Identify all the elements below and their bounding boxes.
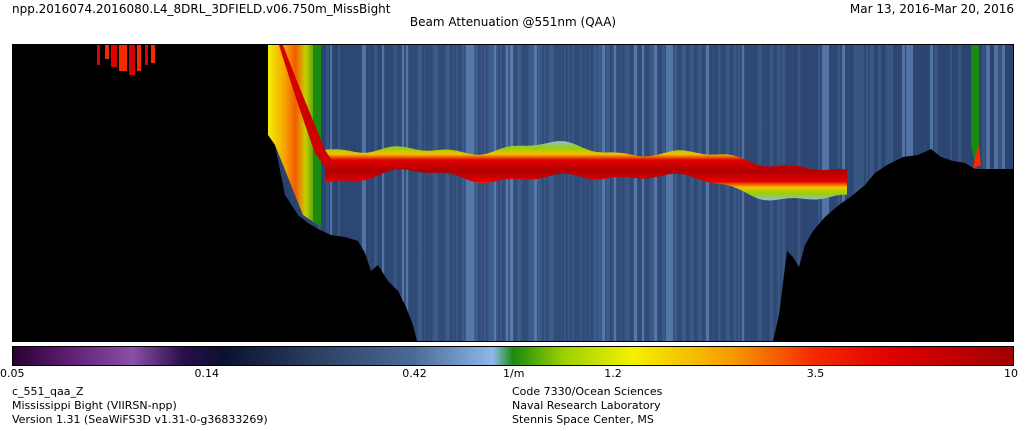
colorbar-tick-label: 1/m <box>503 367 525 380</box>
colorbar-tick-label: 0.05 <box>0 367 25 380</box>
nearshore-surface-layer <box>268 45 318 225</box>
colorbar-tick-label: 10 <box>1004 367 1018 380</box>
section-heatmap <box>13 45 1013 341</box>
colorbar-tick-label: 0.42 <box>402 367 427 380</box>
footer-left: c_551_qaa_Z Mississippi Bight (VIIRSN-np… <box>12 385 268 427</box>
colorbar <box>12 346 1014 366</box>
footer-right: Code 7330/Ocean Sciences Naval Research … <box>512 385 662 427</box>
offshore-green-band <box>971 45 979 163</box>
sloping-maximum-layer <box>279 45 335 167</box>
colorbar-tick-label: 0.14 <box>194 367 219 380</box>
org-code: Code 7330/Ocean Sciences <box>512 385 663 398</box>
plot-title: Beam Attenuation @551nm (QAA) <box>409 15 617 29</box>
section-plot <box>12 44 1014 342</box>
variable-name: c_551_qaa_Z <box>12 385 84 398</box>
org-location: Stennis Space Center, MS <box>512 413 654 426</box>
software-version: Version 1.31 (SeaWiFS3D v1.31-0-g3683326… <box>12 413 268 426</box>
date-range: Mar 13, 2016-Mar 20, 2016 <box>849 2 1014 16</box>
colorbar-tick-label: 3.5 <box>806 367 825 380</box>
region-sensor: Mississippi Bight (VIIRSN-npp) <box>12 399 177 412</box>
maximum-attenuation-layer <box>325 141 847 201</box>
colorbar-tick-label: 1.2 <box>604 367 622 380</box>
offshore-red-spot <box>973 145 981 169</box>
bottom-topography-mask <box>13 45 1013 341</box>
file-name: npp.2016074.2016080.L4_8DRL_3DFIELD.v06.… <box>12 2 391 16</box>
org-name: Naval Research Laboratory <box>512 399 661 412</box>
surface-red-patches <box>97 45 155 75</box>
